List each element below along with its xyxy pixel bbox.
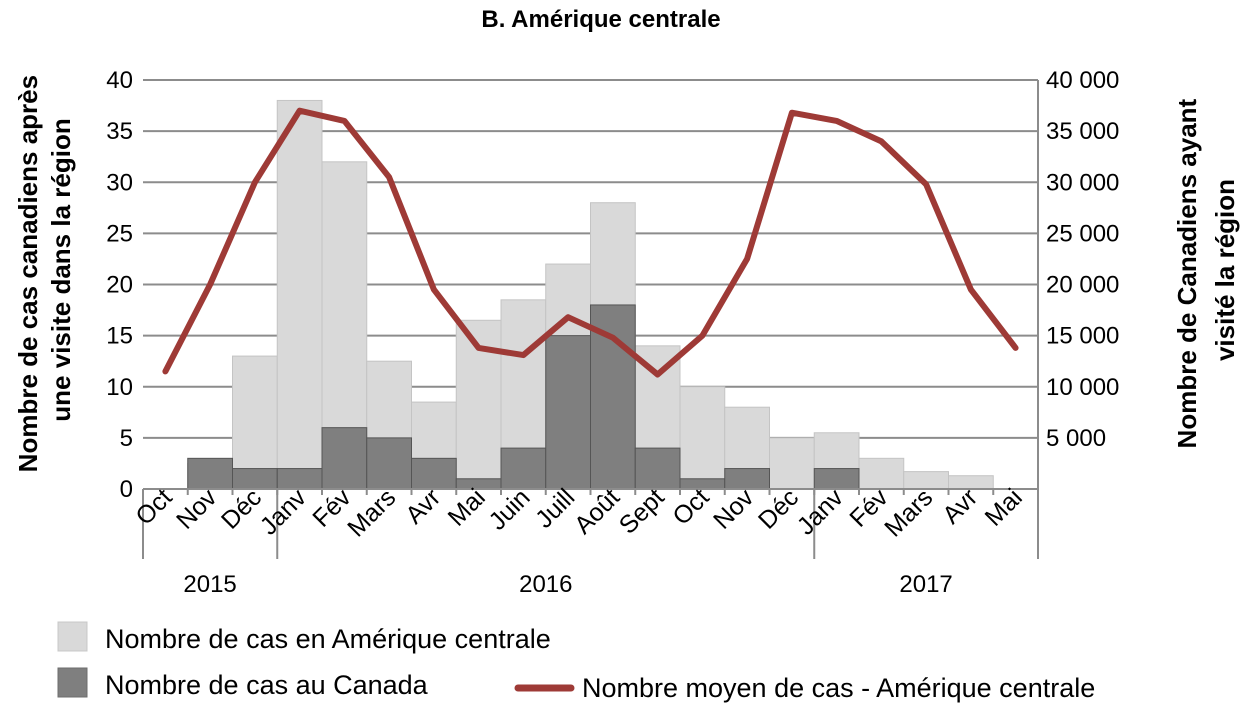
left-axis-title: Nombre de cas canadiens après une visite…	[13, 68, 76, 473]
bar-canada	[500, 447, 547, 490]
bar-central-america	[679, 386, 726, 490]
chart-title: B. Amérique centrale	[481, 6, 720, 33]
x-tick-label: Janv	[792, 483, 849, 540]
x-tick-label: Janv	[255, 483, 312, 540]
bar-canada	[679, 478, 726, 490]
legend-swatch-central-america	[57, 621, 88, 652]
x-tick-label: Juill	[530, 483, 580, 533]
legend-label-central-america: Nombre de cas en Amérique centrale	[105, 624, 551, 654]
bar-central-america	[769, 437, 815, 490]
x-axis-ticks: OctNovDécJanvFévMarsAvrMaiJuinJuillAoûtS…	[130, 483, 1028, 542]
bar-central-america	[903, 471, 949, 490]
x-tick-label: Oct	[130, 483, 177, 530]
y-tick-label-left: 0	[120, 476, 133, 503]
bars-canada	[187, 304, 860, 490]
y-tick-label-right: 15 000	[1046, 323, 1119, 350]
y-tick-label-right: 30 000	[1046, 169, 1119, 196]
y-tick-label-left: 20	[106, 272, 133, 299]
year-label: 2017	[899, 571, 952, 598]
y-tick-label-right: 10 000	[1046, 374, 1119, 401]
bar-canada	[545, 335, 591, 490]
legend-label-line: Nombre moyen de cas - Amérique centrale	[582, 673, 1095, 703]
x-tick-label: Sept	[614, 483, 670, 539]
bar-central-america	[276, 99, 323, 490]
x-tick-label: Oct	[667, 483, 714, 530]
right-axis-title: Nombre de Canadiens ayant visité la régi…	[1172, 92, 1240, 449]
y-tick-label-left: 40	[106, 67, 133, 94]
bar-canada	[276, 468, 323, 490]
bar-canada	[724, 468, 770, 490]
bar-canada	[187, 457, 233, 490]
x-tick-label: Août	[569, 483, 625, 539]
bar-canada	[813, 468, 860, 490]
y-tick-label-right: 40 000	[1046, 67, 1119, 94]
x-tick-label: Avr	[400, 483, 446, 529]
line-average-cases	[162, 107, 1019, 378]
x-tick-label: Nov	[708, 483, 760, 535]
x-tick-label: Mars	[342, 483, 401, 542]
x-tick-label: Nov	[171, 483, 223, 535]
y-tick-label-left: 35	[106, 118, 133, 145]
bar-canada	[455, 478, 502, 490]
x-tick-label: Mai	[443, 483, 491, 531]
bar-central-america	[232, 355, 278, 490]
x-tick-label: Déc	[216, 483, 267, 534]
x-tick-label: Avr	[937, 483, 983, 529]
axes	[142, 80, 1039, 559]
bar-canada	[232, 468, 278, 490]
year-label: 2015	[183, 571, 236, 598]
y-tick-label-left: 5	[120, 425, 133, 452]
year-label: 2016	[519, 571, 572, 598]
y-tick-label-right: 20 000	[1046, 272, 1119, 299]
y-tick-label-left: 30	[106, 169, 133, 196]
x-tick-label: Mars	[879, 483, 938, 542]
y-tick-label-right: 5 000	[1046, 425, 1106, 452]
bar-canada	[634, 447, 681, 490]
x-tick-label: Juin	[483, 483, 535, 535]
x-tick-label: Mai	[980, 483, 1028, 531]
line-series	[162, 107, 1019, 378]
right-axis-ticks: 5 000 10 000 15 000 20 000 25 000 30 000 35 00…	[1046, 67, 1119, 452]
y-tick-label-right: 25 000	[1046, 220, 1119, 247]
legend-swatch-canada	[57, 667, 88, 698]
year-labels: 2015 2016 2017	[183, 571, 952, 598]
x-tick-label: Déc	[753, 483, 804, 534]
legend-label-canada: Nombre de cas au Canada	[105, 670, 429, 700]
left-axis-ticks: 0 5 10 15 20 25 30 35 40	[106, 67, 133, 503]
bar-canada	[321, 427, 368, 490]
legend: Nombre de cas en Amérique centrale Nombr…	[57, 621, 1095, 703]
bar-canada	[411, 457, 457, 490]
bar-central-america	[948, 475, 994, 490]
y-tick-label-right: 35 000	[1046, 118, 1119, 145]
bar-central-america	[858, 457, 905, 490]
bar-canada	[366, 437, 412, 490]
y-tick-label-left: 15	[106, 323, 133, 350]
y-tick-label-left: 25	[106, 220, 133, 247]
y-tick-label-left: 10	[106, 374, 133, 401]
